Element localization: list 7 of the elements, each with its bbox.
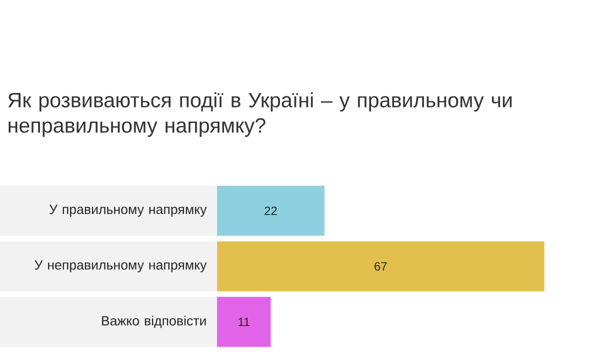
y-tick-label: Важко відповісти bbox=[102, 316, 206, 328]
data-label: 22 bbox=[264, 206, 277, 215]
data-label: 11 bbox=[238, 318, 250, 326]
data-label: 67 bbox=[374, 262, 387, 271]
y-tick-label: У неправильному напрямку bbox=[34, 260, 207, 272]
chart-title: Як розвиваються події в Україні – у правильному чи неправильному напрямку? bbox=[8, 92, 512, 137]
y-tick-label: У правильному напрямку bbox=[49, 204, 207, 217]
